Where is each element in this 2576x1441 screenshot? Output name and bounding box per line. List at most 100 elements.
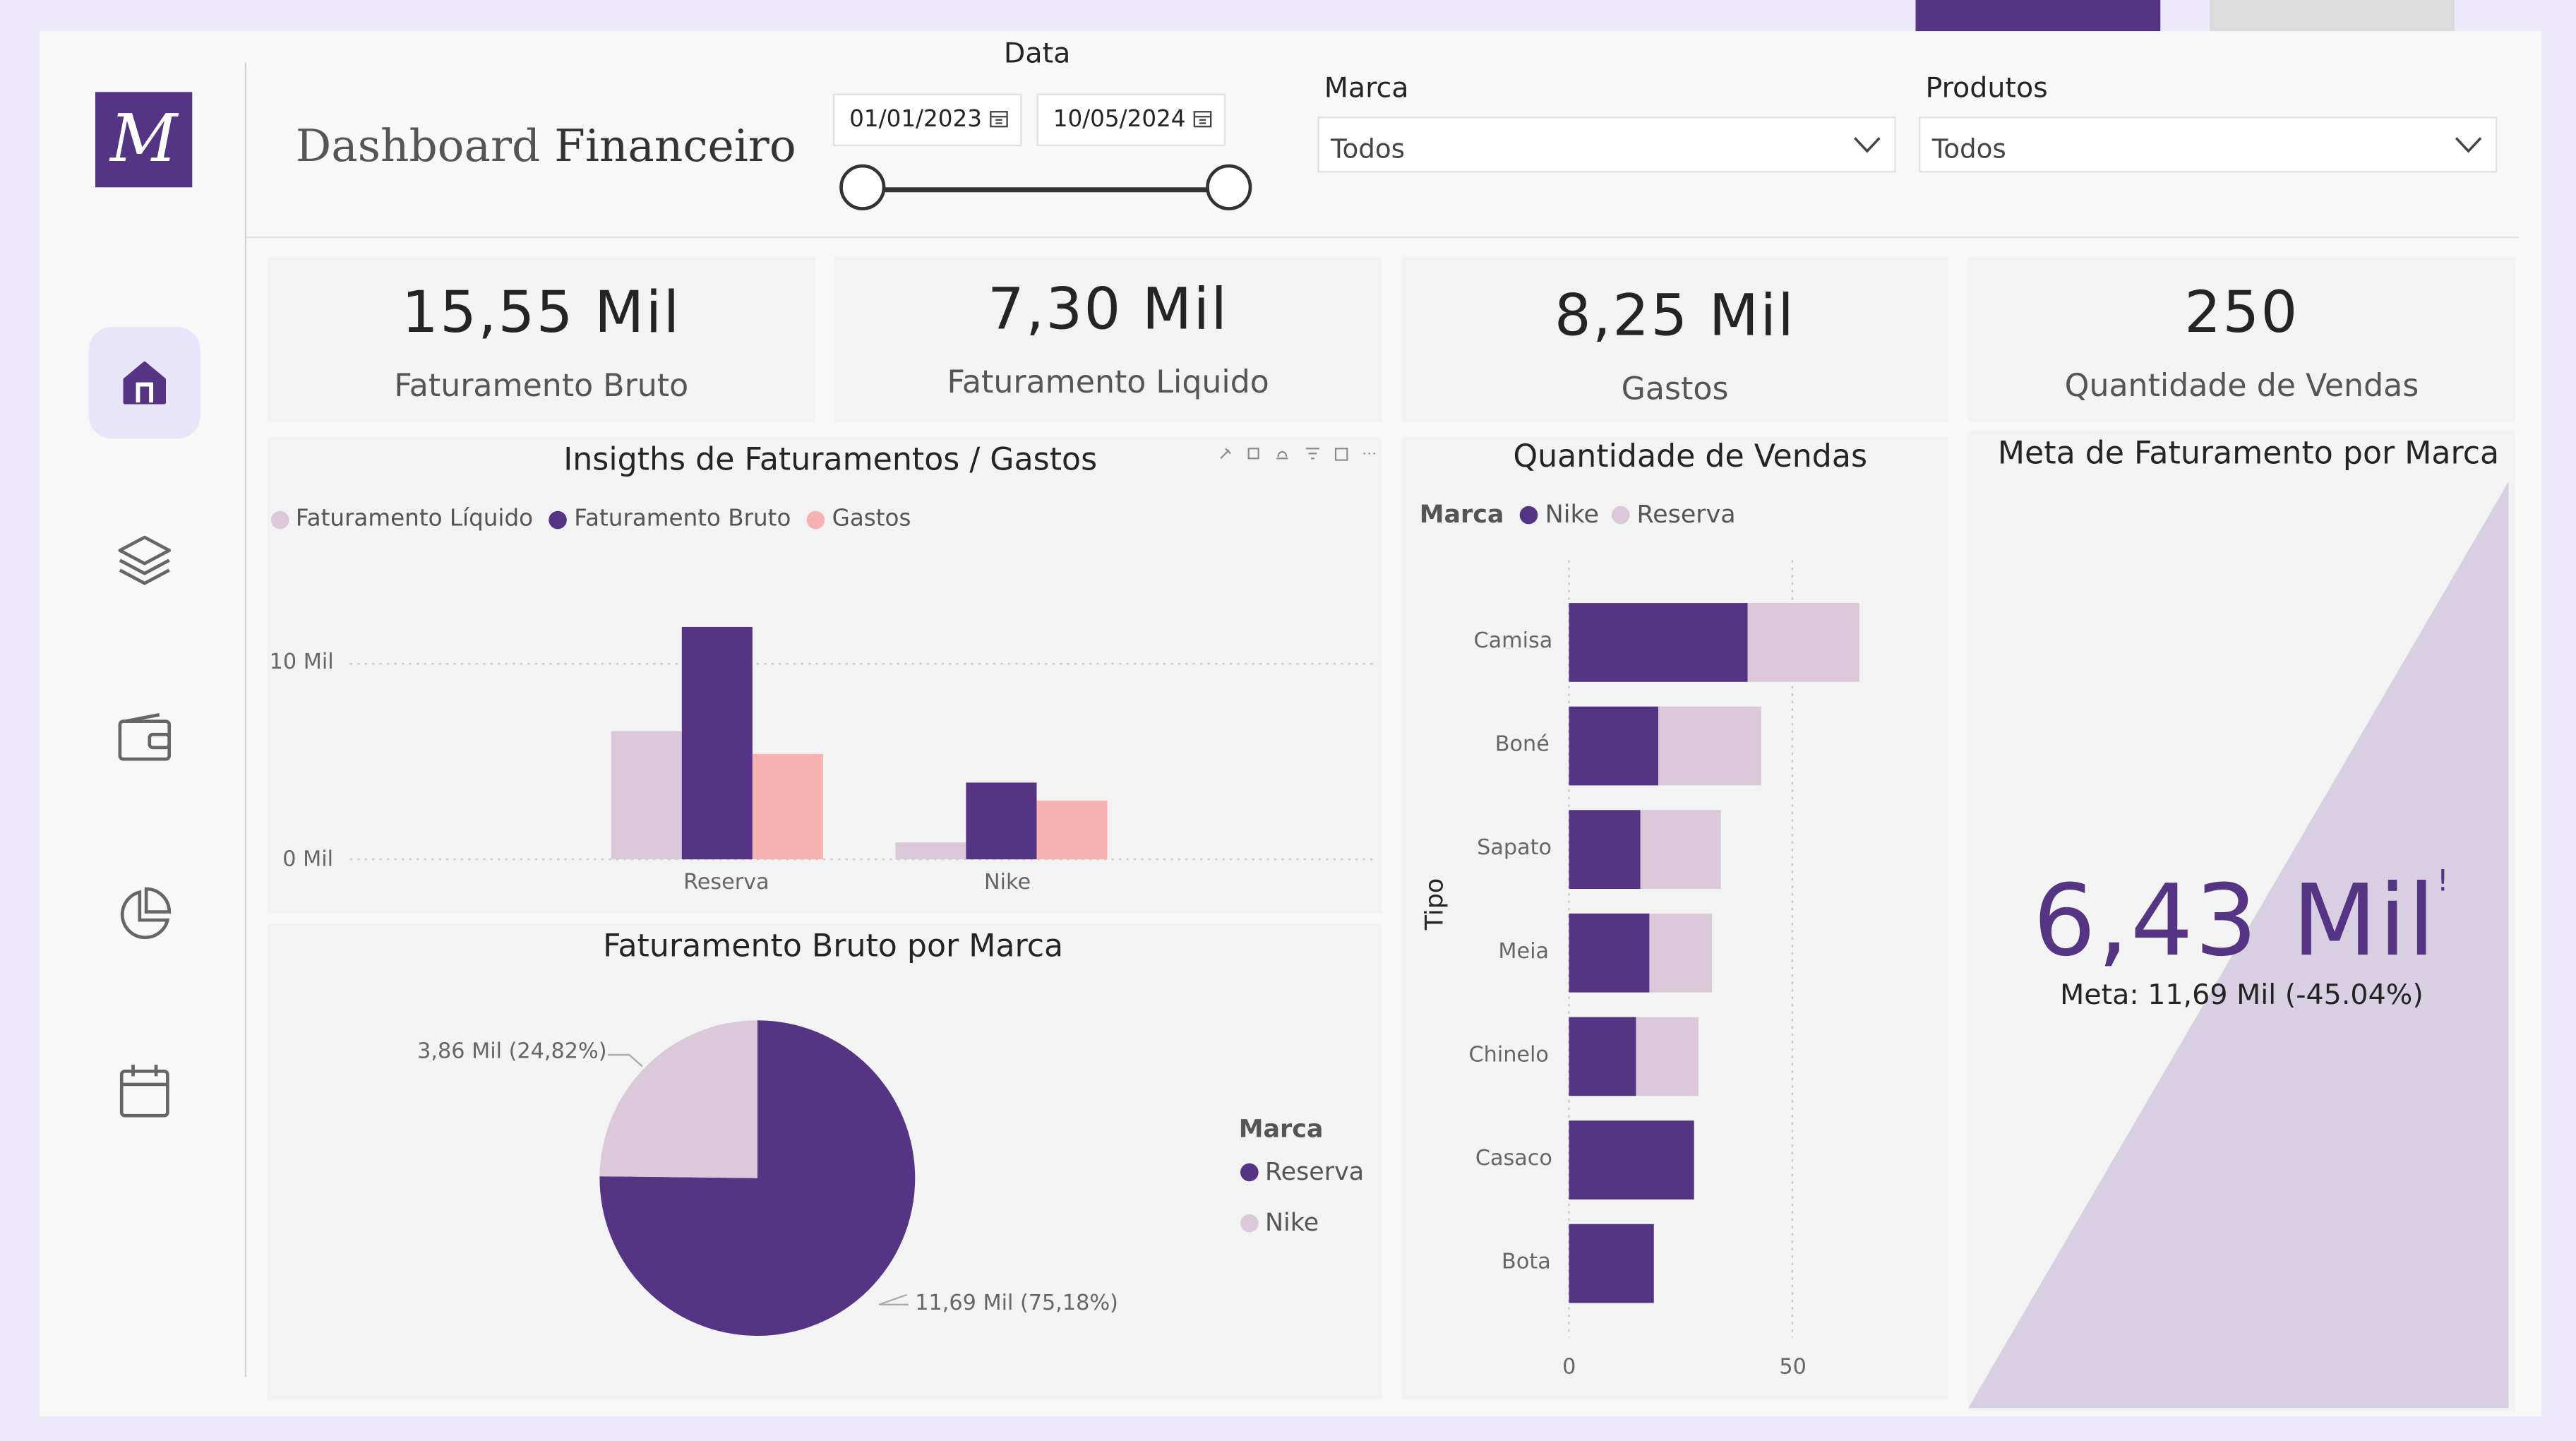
home-icon [123, 361, 167, 405]
bar-reserva-4 [1636, 1017, 1699, 1096]
chart-title: Meta de Faturamento por Marca [1997, 435, 2500, 472]
y-tick-label: 0 Mil [282, 847, 334, 873]
insights-chart-card[interactable]: Insigths de Faturamentos / Gastos Fatura… [268, 437, 1382, 914]
kpi-value: 8,25 Mil [1554, 284, 1796, 350]
slice-label: 3,86 Mil (24,82%) [417, 1040, 607, 1065]
date-start-input[interactable]: 01/01/2023 [832, 93, 1022, 147]
category-label: Chinelo [1468, 1043, 1549, 1068]
bar-reserva-3 [1649, 913, 1713, 993]
nav-layers[interactable] [89, 504, 200, 616]
bar-reserva-2 [752, 753, 823, 860]
chart-title: Quantidade de Vendas [1513, 438, 1868, 475]
pie-chart[interactable] [268, 923, 1382, 1400]
legend-swatch [1612, 505, 1631, 524]
x-tick-label: 50 [1779, 1355, 1807, 1380]
kpi-card-gross: 15,55 Mil Faturamento Bruto [268, 256, 815, 423]
kpi-label: Quantidade de Vendas [2064, 368, 2419, 405]
legend-item-nike: Nike [1240, 1207, 1319, 1237]
sales-quantity-card[interactable]: Quantidade de Vendas Marca Nike Reserva … [1401, 437, 1949, 1400]
grouped-bar-chart[interactable] [268, 437, 1382, 914]
kpi-label: Faturamento Bruto [394, 368, 689, 405]
brand-dropdown-value: Todos [1331, 133, 1406, 165]
bell-icon [1276, 450, 1288, 460]
date-slider-start-handle[interactable] [839, 164, 886, 210]
brand-filter-label: Marca [1324, 72, 1409, 105]
calendar-small-icon[interactable] [1193, 109, 1213, 128]
legend-label: Nike [1264, 1207, 1319, 1238]
horizontal-bar-chart[interactable] [1401, 437, 1948, 1400]
slice-label: 11,69 Mil (75,18%) [915, 1291, 1118, 1317]
leader-line [878, 1293, 909, 1305]
chevron-down-icon [1854, 137, 1881, 153]
x-tick-label: Nike [983, 871, 1031, 896]
kpi-label: Gastos [1621, 371, 1729, 408]
top-accent-bar [1915, 0, 2161, 32]
bar-nike-4 [1569, 1017, 1636, 1096]
bar-nike-1 [966, 782, 1037, 860]
date-slider-track[interactable] [862, 187, 1229, 193]
logo: M [95, 92, 193, 188]
legend-title: Marca [1238, 1113, 1324, 1144]
x-tick-label: 0 [1562, 1355, 1576, 1380]
legend-item: Gastos [832, 506, 911, 533]
kpi-value: 7,30 Mil [987, 277, 1229, 344]
nav-analytics[interactable] [89, 858, 200, 969]
kpi-card-net: 7,30 Mil Faturamento Liquido [834, 256, 1382, 423]
product-dropdown[interactable]: Todos [1919, 116, 2498, 173]
kpi-card-sales-count: 250 Quantidade de Vendas [1967, 256, 2515, 423]
date-slider-end-handle[interactable] [1206, 164, 1252, 210]
legend-item-reserva: Reserva [1240, 1156, 1364, 1186]
pin-icon [1220, 448, 1231, 460]
bar-reserva-1 [681, 626, 753, 860]
legend-swatch [1240, 1162, 1259, 1181]
chart-title: Insigths de Faturamentos / Gastos [563, 442, 1098, 479]
target-gauge-card[interactable]: Meta de Faturamento por Marca 6,43 Mil! … [1967, 430, 2515, 1412]
pie-slice-nike [599, 1020, 757, 1178]
calendar-small-icon[interactable] [989, 109, 1009, 128]
visual-header-icons[interactable] [1214, 443, 1379, 463]
pie-chart-icon [120, 887, 172, 940]
x-tick-label: Reserva [683, 871, 769, 896]
kpi-value: 15,55 Mil [402, 280, 681, 347]
date-end-input[interactable]: 10/05/2024 [1036, 93, 1226, 147]
pie-slice-reserva [599, 1020, 916, 1337]
category-label: Sapato [1477, 836, 1552, 861]
layers-icon [118, 535, 172, 585]
product-filter-label: Produtos [1925, 72, 2048, 105]
category-label: Camisa [1473, 629, 1553, 654]
bar-nike-6 [1569, 1224, 1654, 1303]
warning-icon: ! [2436, 864, 2451, 899]
filter-icon [1306, 448, 1319, 460]
category-label: Meia [1498, 940, 1550, 965]
focus-icon [1334, 448, 1348, 461]
nav-wallet[interactable] [89, 682, 200, 794]
product-dropdown-value: Todos [1931, 133, 2006, 165]
gauge-value-text: 6,43 Mil [2032, 864, 2437, 980]
legend-swatch [1240, 1213, 1259, 1232]
legend-item: Nike [1545, 499, 1599, 530]
kpi-card-expenses: 8,25 Mil Gastos [1401, 256, 1949, 423]
pie-chart-card[interactable]: Faturamento Bruto por Marca 3,86 Mil (24… [268, 923, 1382, 1400]
legend-item: Reserva [1636, 499, 1736, 530]
brand-dropdown[interactable]: Todos [1317, 116, 1896, 173]
logo-letter: M [109, 102, 178, 178]
date-start-value: 01/01/2023 [849, 107, 982, 133]
gauge-value: 6,43 Mil! [1968, 864, 2515, 979]
bar-nike-0 [895, 842, 966, 860]
leader-line [608, 1053, 643, 1068]
chart-legend: Faturamento Líquido Faturamento Bruto Ga… [270, 506, 911, 533]
copy-icon [1247, 448, 1259, 460]
page-title: Dashboard Financeiro [296, 121, 796, 172]
legend-swatch [270, 510, 289, 529]
category-label: Boné [1494, 732, 1550, 758]
kpi-label: Faturamento Liquido [947, 364, 1269, 401]
nav-calendar[interactable] [89, 1035, 200, 1147]
bar-nike-0 [1569, 603, 1748, 682]
title-light: Dashboard [295, 121, 541, 173]
chevron-down-icon [2455, 137, 2482, 153]
kpi-value: 250 [2184, 280, 2299, 347]
nav-home[interactable] [88, 327, 200, 439]
legend-title: Marca [1419, 499, 1504, 530]
bar-nike-2 [1036, 801, 1108, 860]
